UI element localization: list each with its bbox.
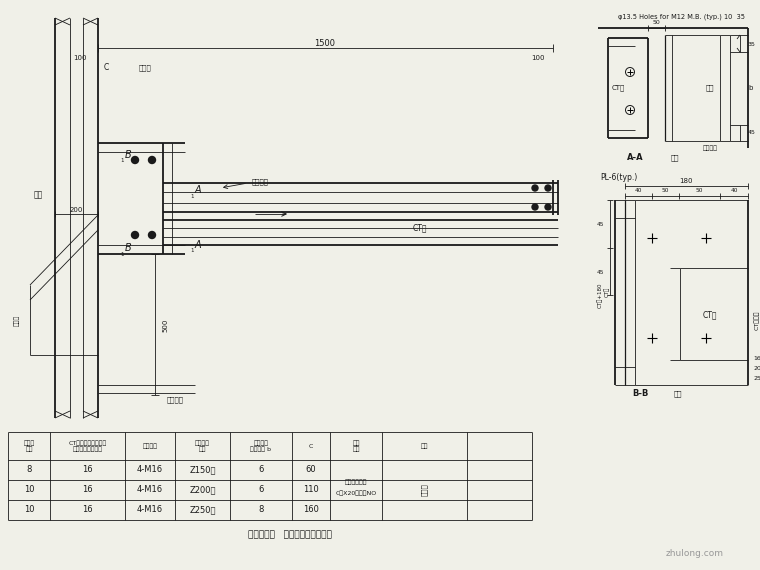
Text: 1: 1 (120, 251, 124, 256)
Text: 1: 1 (120, 158, 124, 164)
Text: 雨攀详图一   （与钉柱连接相连）: 雨攀详图一 （与钉柱连接相连） (248, 531, 332, 539)
Circle shape (131, 157, 138, 164)
Text: 8: 8 (258, 506, 264, 515)
Circle shape (545, 204, 551, 210)
Text: CT梁: CT梁 (611, 85, 625, 91)
Text: 500: 500 (162, 318, 168, 332)
Text: 50: 50 (661, 189, 669, 193)
Circle shape (545, 185, 551, 191)
Text: 按规范: 按规范 (421, 483, 428, 496)
Text: 墙梁孔距: 墙梁孔距 (702, 145, 717, 151)
Text: B-B: B-B (632, 389, 648, 398)
Text: CT梁: CT梁 (703, 311, 717, 320)
Text: 当地场规定，: 当地场规定， (345, 479, 367, 485)
Text: Z250型: Z250型 (189, 506, 216, 515)
Text: 备注: 备注 (421, 443, 428, 449)
Text: 16: 16 (82, 506, 93, 515)
Text: 墙梁拉条: 墙梁拉条 (252, 179, 268, 185)
Text: 墙梁规格: 墙梁规格 (143, 443, 157, 449)
Text: b: b (748, 85, 752, 91)
Text: 钉柱: 钉柱 (33, 190, 43, 200)
Text: A: A (195, 185, 201, 195)
Text: 60: 60 (306, 466, 316, 474)
Text: 6: 6 (258, 466, 264, 474)
Circle shape (148, 231, 156, 238)
Text: 16: 16 (82, 486, 93, 495)
Text: 10: 10 (24, 506, 34, 515)
Text: B: B (125, 150, 131, 160)
Text: 50: 50 (652, 21, 660, 26)
Text: C取X20，其余NO: C取X20，其余NO (335, 490, 377, 496)
Text: 200: 200 (69, 207, 83, 213)
Text: 100: 100 (73, 55, 87, 61)
Text: 加劲板
厚度: 加劲板 厚度 (24, 440, 35, 452)
Text: B: B (125, 243, 131, 253)
Text: 增稳距: 增稳距 (138, 65, 151, 71)
Text: A: A (195, 240, 201, 250)
Text: CT梁: CT梁 (413, 223, 427, 233)
Text: 16a: 16a (753, 356, 760, 360)
Circle shape (532, 204, 538, 210)
Text: 10: 10 (24, 486, 34, 495)
Text: Z150型: Z150型 (189, 466, 216, 474)
Circle shape (148, 157, 156, 164)
Text: 6: 6 (258, 486, 264, 495)
Text: 45: 45 (597, 270, 604, 275)
Text: 16: 16 (82, 466, 93, 474)
Text: 45: 45 (597, 222, 604, 226)
Text: 40: 40 (730, 189, 738, 193)
Text: 4-M16: 4-M16 (137, 506, 163, 515)
Text: 墙梁压板
厚度: 墙梁压板 厚度 (195, 440, 210, 452)
Text: 45: 45 (748, 131, 756, 136)
Text: 1: 1 (190, 249, 194, 254)
Text: C: C (104, 63, 109, 72)
Text: 40: 40 (635, 189, 641, 193)
Text: φ13.5 Holes for M12 M.B. (typ.) 10  35: φ13.5 Holes for M12 M.B. (typ.) 10 35 (618, 14, 745, 21)
Text: 35: 35 (748, 42, 756, 47)
Text: 180: 180 (679, 178, 693, 184)
Text: 断面: 断面 (671, 154, 679, 161)
Text: CT梁+180: CT梁+180 (597, 282, 603, 308)
Text: zhulong.com: zhulong.com (666, 548, 724, 557)
Text: Z200型: Z200型 (189, 486, 216, 495)
Text: 雨披
数量: 雨披 数量 (352, 440, 359, 452)
Text: 4-M16: 4-M16 (137, 486, 163, 495)
Text: 110: 110 (303, 486, 319, 495)
Circle shape (532, 185, 538, 191)
Text: 断面: 断面 (674, 390, 682, 397)
Text: 墙梁: 墙梁 (706, 85, 714, 91)
Text: C: C (309, 443, 313, 449)
Text: 50: 50 (695, 189, 703, 193)
Text: 墙梁压板
开孔间距 b: 墙梁压板 开孔间距 b (251, 440, 271, 452)
Text: PL-6(typ.): PL-6(typ.) (600, 173, 637, 182)
Text: 20a: 20a (753, 365, 760, 370)
Text: CT梁: CT梁 (604, 287, 610, 297)
Text: 1: 1 (190, 193, 194, 198)
Text: 160: 160 (303, 506, 319, 515)
Text: CT梁腹板厚度及低强
螺栓组数目、直径: CT梁腹板厚度及低强 螺栓组数目、直径 (68, 440, 106, 452)
Text: A-A: A-A (627, 153, 643, 162)
Text: 25a: 25a (753, 376, 760, 381)
Text: 加劲板: 加劲板 (14, 315, 20, 325)
Text: CT梁规格: CT梁规格 (754, 310, 760, 330)
Text: 刀版基础: 刀版基础 (166, 397, 183, 404)
Text: 4-M16: 4-M16 (137, 466, 163, 474)
Text: 100: 100 (531, 55, 545, 61)
Text: 1500: 1500 (315, 39, 335, 47)
Text: 8: 8 (27, 466, 32, 474)
Circle shape (131, 231, 138, 238)
